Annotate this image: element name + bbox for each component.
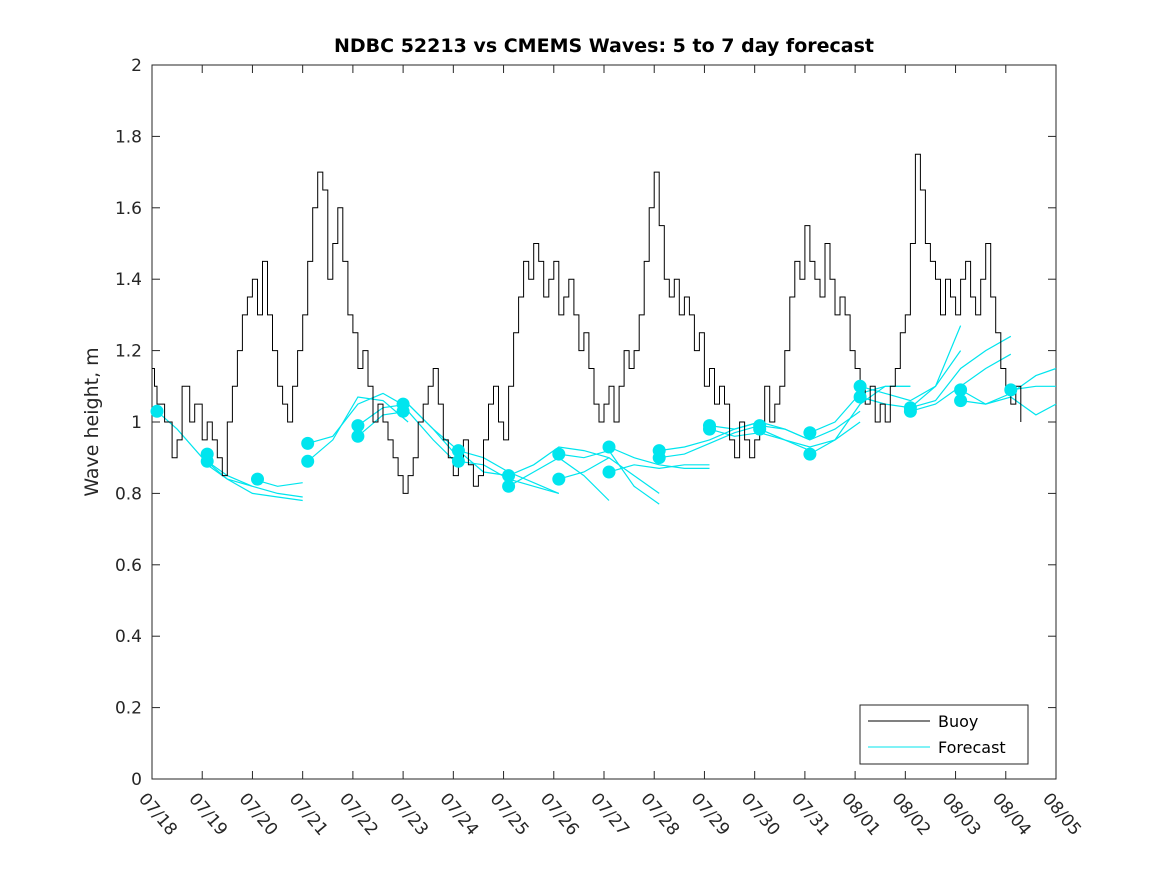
y-tick-label: 2	[131, 56, 142, 76]
forecast-marker	[301, 454, 315, 468]
chart-title: NDBC 52213 vs CMEMS Waves: 5 to 7 day fo…	[334, 35, 874, 57]
forecast-marker	[954, 394, 968, 408]
forecast-series-line	[608, 464, 710, 473]
forecast-series-line	[201, 460, 303, 502]
forecast-series-line	[759, 410, 861, 441]
forecast-marker	[853, 379, 867, 393]
forecast-marker	[251, 472, 264, 486]
forecast-marker	[703, 422, 716, 436]
forecast-marker	[301, 436, 315, 450]
forecast-series-line	[608, 446, 710, 469]
forecast-series-line	[1010, 385, 1056, 391]
y-tick-label: 1.2	[115, 342, 142, 362]
forecast-marker	[753, 422, 767, 436]
forecast-marker	[652, 451, 666, 465]
forecast-marker	[396, 404, 410, 418]
forecast-marker	[1004, 383, 1018, 397]
forecast-marker	[451, 444, 465, 458]
forecast-marker	[853, 390, 867, 404]
forecast-marker	[502, 469, 516, 483]
legend-forecast-label: Forecast	[938, 738, 1006, 757]
forecast-series-line	[910, 335, 1012, 409]
forecast-marker	[451, 454, 465, 468]
forecast-marker	[552, 447, 566, 461]
forecast-marker	[602, 465, 616, 479]
forecast-series-line	[558, 456, 660, 494]
y-tick-label: 0.2	[115, 699, 142, 719]
y-tick-label: 1.6	[115, 199, 142, 219]
forecast-series-line	[201, 457, 303, 498]
forecast-marker	[954, 383, 968, 397]
forecast-marker	[903, 404, 917, 418]
forecast-marker	[150, 404, 164, 418]
forecast-series-line	[508, 446, 610, 477]
legend: Buoy Forecast	[859, 704, 1029, 765]
forecast-marker	[502, 479, 516, 493]
forecast-marker	[803, 426, 817, 440]
forecast-marker	[200, 454, 214, 468]
series-layer	[150, 153, 1057, 505]
forecast-series-line	[859, 325, 962, 402]
y-tick-label: 0	[131, 770, 142, 790]
y-tick-label: 1.8	[115, 127, 142, 147]
forecast-marker	[351, 429, 365, 443]
forecast-marker	[803, 447, 817, 461]
forecast-marker	[351, 419, 365, 433]
forecast-marker	[602, 440, 616, 454]
forecast-series-line	[759, 421, 861, 448]
forecast-series-line	[307, 392, 409, 444]
y-tick-label: 0.8	[115, 484, 142, 504]
y-tick-label: 1	[131, 413, 142, 433]
forecast-marker	[552, 472, 566, 486]
buoy-series-line	[152, 153, 1022, 494]
y-axis-label: Wave height, m	[81, 347, 103, 496]
y-tick-label: 0.4	[115, 627, 142, 647]
y-tick-label: 1.4	[115, 270, 142, 290]
forecast-series-line	[659, 425, 760, 459]
y-tick-label: 0.6	[115, 556, 142, 576]
legend-buoy-label: Buoy	[938, 712, 978, 731]
forecast-series-line	[307, 396, 409, 462]
legend-box	[859, 704, 1029, 765]
